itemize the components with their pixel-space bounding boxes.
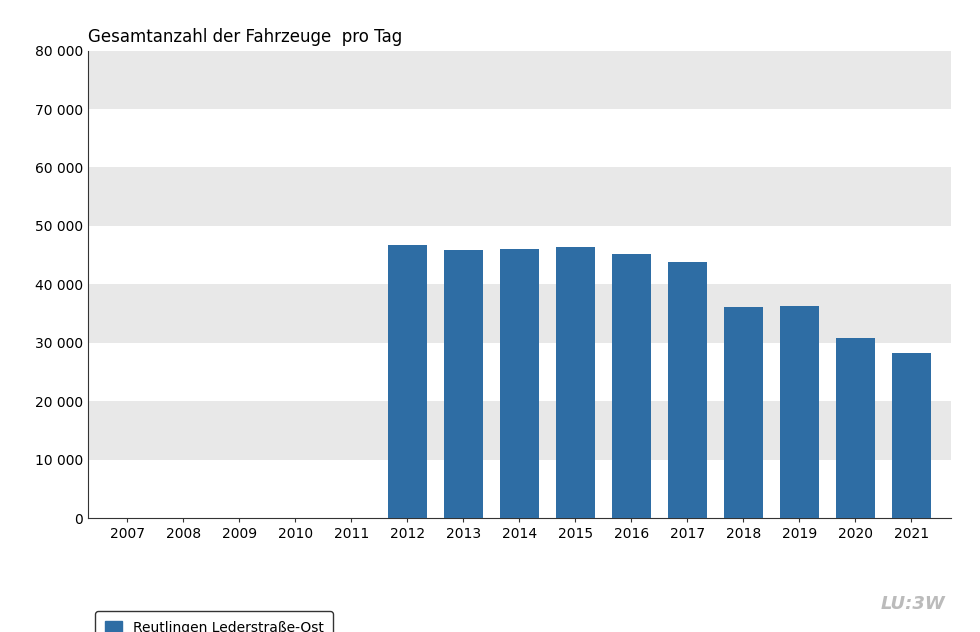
Bar [444, 250, 483, 518]
Bar [556, 247, 595, 518]
Bar [612, 254, 651, 518]
Bar [500, 249, 539, 518]
Bar [836, 338, 875, 518]
Bar [780, 306, 819, 518]
Bar [667, 262, 707, 518]
Bar [88, 401, 951, 460]
Text: LU:3W: LU:3W [881, 595, 946, 612]
Text: Gesamtanzahl der Fahrzeuge  pro Tag: Gesamtanzahl der Fahrzeuge pro Tag [88, 28, 403, 46]
Bar [88, 51, 951, 109]
Bar [88, 167, 951, 226]
Bar [892, 353, 931, 518]
Bar [724, 307, 763, 518]
Bar [88, 284, 951, 343]
Bar [388, 245, 427, 518]
Legend: Reutlingen Lederstraße-Ost: Reutlingen Lederstraße-Ost [95, 611, 333, 632]
